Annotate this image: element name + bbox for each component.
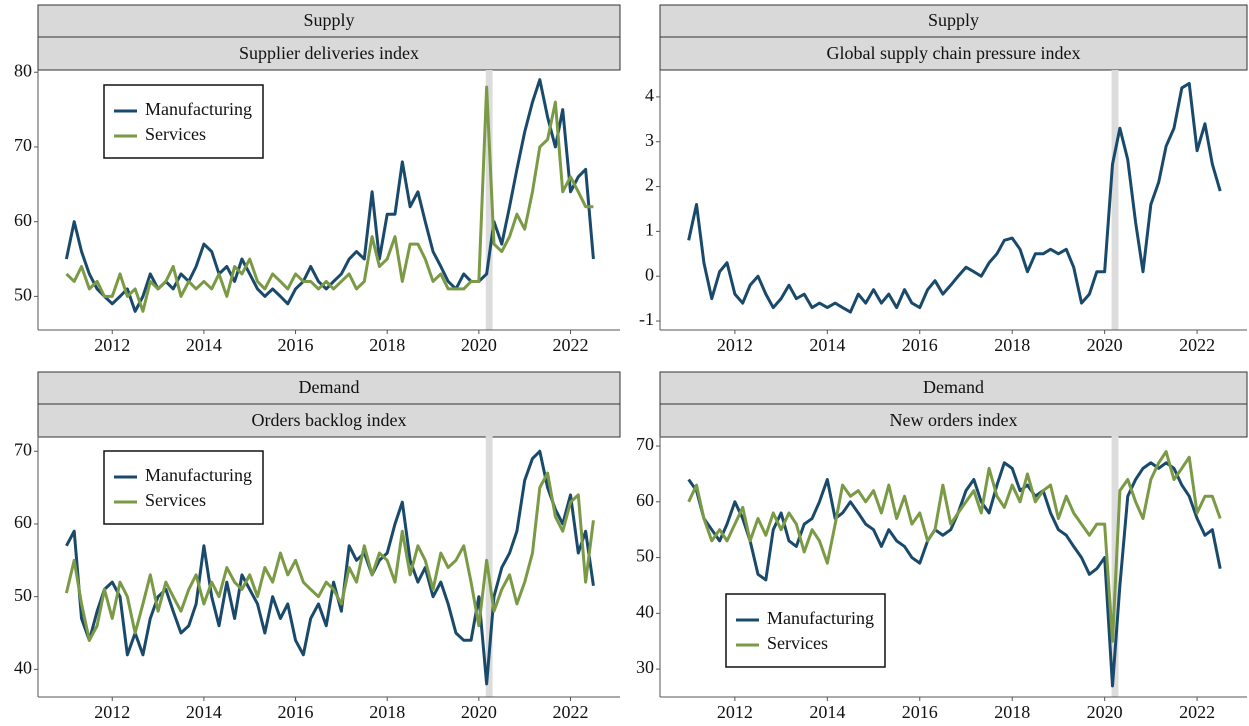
strip: [659, 36, 1248, 71]
series-line: [64, 471, 595, 642]
x-tick-label: 2012: [94, 702, 130, 722]
y-tick-label: 40: [636, 601, 654, 621]
strip: [659, 403, 1248, 438]
x-tick-label: 2014: [186, 702, 222, 722]
x-tick-label: 2016: [902, 702, 938, 722]
strip-title: Demand: [923, 377, 984, 397]
x-tick-label: 2014: [809, 335, 845, 355]
x-tick-label: 2020: [461, 702, 497, 722]
x-tick-label: 2012: [717, 335, 753, 355]
x-tick-label: 2022: [553, 335, 589, 355]
strip-subtitle: Global supply chain pressure index: [827, 43, 1081, 63]
x-tick-label: 2014: [809, 702, 845, 722]
legend-label: Services: [145, 490, 206, 510]
highlight-band: [485, 70, 493, 330]
legend-box: [103, 84, 264, 159]
x-tick-label: 2016: [278, 335, 314, 355]
x-tick-label: 2022: [553, 702, 589, 722]
x-tick-label: 2020: [1087, 335, 1123, 355]
y-tick-label: 60: [636, 490, 654, 510]
strip: [37, 403, 621, 438]
legend-label: Manufacturing: [767, 608, 874, 628]
x-tick-label: 2016: [902, 335, 938, 355]
y-tick-label: 70: [636, 434, 654, 454]
legend-box: [103, 450, 264, 525]
y-tick-label: 70: [14, 439, 32, 459]
y-tick-label: 80: [14, 60, 32, 80]
strip-subtitle: Supplier deliveries index: [239, 43, 419, 63]
y-tick-label: 50: [14, 285, 32, 305]
strip: [37, 36, 621, 71]
y-tick-label: 40: [14, 657, 32, 677]
x-tick-label: 2020: [1087, 702, 1123, 722]
x-tick-label: 2022: [1179, 335, 1215, 355]
series-line: [687, 81, 1222, 314]
x-tick-label: 2012: [94, 335, 130, 355]
series-line: [65, 85, 594, 313]
legend-label: Manufacturing: [145, 465, 252, 485]
series-line: [65, 449, 595, 686]
x-tick-label: 2022: [1179, 702, 1215, 722]
y-tick-label: 30: [636, 657, 654, 677]
y-tick-label: -1: [639, 309, 654, 329]
x-tick-label: 2016: [278, 702, 314, 722]
y-tick-label: 4: [645, 85, 654, 105]
y-tick-label: 50: [14, 585, 32, 605]
y-tick-label: 50: [636, 546, 654, 566]
y-tick-label: 60: [14, 512, 32, 532]
x-tick-label: 2018: [994, 702, 1030, 722]
legend-label: Services: [145, 124, 206, 144]
highlight-band: [1111, 70, 1119, 330]
strip-title: Supply: [928, 10, 979, 30]
series-line: [687, 450, 1222, 643]
strip: [37, 371, 621, 405]
x-tick-label: 2018: [994, 335, 1030, 355]
strip-title: Supply: [303, 10, 354, 30]
strip-subtitle: Orders backlog index: [252, 410, 407, 430]
y-tick-label: 0: [645, 264, 654, 284]
x-tick-label: 2018: [369, 335, 405, 355]
y-tick-label: 2: [645, 175, 654, 195]
strip-subtitle: New orders index: [890, 410, 1018, 430]
legend-box: [725, 593, 886, 668]
legend-label: Services: [767, 633, 828, 653]
strip: [37, 4, 621, 38]
y-tick-label: 60: [14, 210, 32, 230]
x-tick-label: 2018: [369, 702, 405, 722]
y-tick-label: 3: [645, 130, 654, 150]
legend-label: Manufacturing: [145, 99, 252, 119]
highlight-band: [485, 436, 493, 697]
x-tick-label: 2020: [461, 335, 497, 355]
y-tick-label: 70: [14, 135, 32, 155]
strip: [659, 4, 1248, 38]
strip-title: Demand: [299, 377, 360, 397]
y-tick-label: 1: [645, 220, 654, 240]
x-tick-label: 2014: [186, 335, 222, 355]
x-tick-label: 2012: [717, 702, 753, 722]
